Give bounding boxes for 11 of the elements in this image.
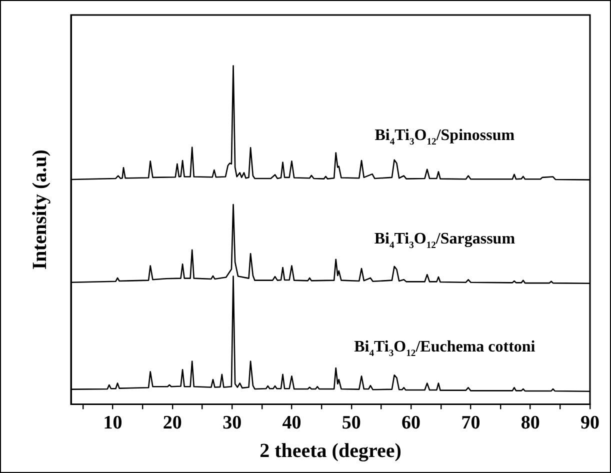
x-tick-label: 80: [520, 412, 540, 434]
x-tick-label: 70: [461, 412, 480, 434]
x-tick-label: 90: [580, 412, 600, 434]
x-tick-label: 50: [342, 412, 361, 434]
y-axis-title: Intensity (a.u): [29, 150, 52, 270]
x-tick-label: 60: [402, 412, 421, 434]
x-axis-title: 2 theeta (degree): [260, 440, 402, 462]
x-tick-label: 40: [282, 412, 302, 434]
x-tick-label: 10: [103, 412, 122, 434]
x-tick-label: 20: [162, 412, 182, 434]
x-tick-label: 30: [222, 412, 242, 434]
